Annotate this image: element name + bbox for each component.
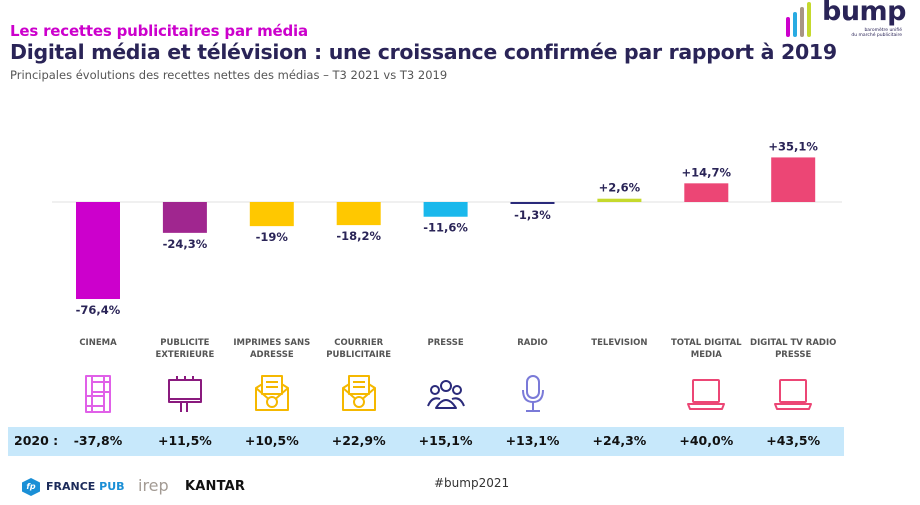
category-label: ADRESSE: [250, 350, 294, 360]
envelope-letter-icon: [337, 372, 381, 416]
comparison-row-label: 2020 :: [14, 433, 59, 448]
data-label: +2,6%: [599, 181, 641, 195]
bar: [423, 202, 468, 217]
laptop-icon: [684, 372, 728, 416]
category-label: IMPRIMES SANS: [233, 338, 310, 348]
data-label: -24,3%: [163, 237, 208, 251]
category-label: PRESSE: [427, 338, 463, 348]
data-label: +14,7%: [682, 165, 732, 179]
category-label: RADIO: [517, 338, 548, 348]
category-label: CINEMA: [79, 338, 117, 348]
category-label: COURRIER: [334, 338, 383, 348]
category-label: TOTAL DIGITAL: [671, 338, 742, 348]
category-label: MEDIA: [691, 350, 722, 360]
logo-tagline-line: baromètre unifié: [864, 28, 902, 33]
microphone-icon: [511, 372, 555, 416]
data-label: -1,3%: [514, 208, 551, 222]
comparison-value: +11,5%: [157, 433, 212, 448]
data-label: -19%: [256, 230, 289, 244]
france-pub-icon: fp: [22, 478, 40, 496]
logo-bar: [800, 7, 804, 37]
comparison-value: +24,3%: [592, 433, 647, 448]
kicker-heading: Les recettes publicitaires par média: [10, 22, 308, 40]
category-label: PUBLICITE: [160, 338, 209, 348]
comparison-value: +13,1%: [505, 433, 560, 448]
comparison-row-2020: 2020 : -37,8% +11,5% +10,5% +22,9% +15,1% +13…: [8, 427, 844, 456]
logo-bar: [807, 2, 811, 37]
category-label: PUBLICITAIRE: [326, 350, 391, 360]
logo-bar: [786, 17, 790, 37]
category-label: EXTERIEURE: [156, 350, 215, 360]
logo-wordmark: bump: [822, 0, 907, 27]
france-pub-word: FRANCE: [46, 480, 96, 493]
media-icons-row: [0, 372, 920, 422]
logo-bar: [793, 12, 797, 37]
billboard-icon: [163, 372, 207, 416]
bar: [336, 202, 381, 226]
category-label: TELEVISION: [591, 338, 647, 348]
irep-logo: irep: [138, 476, 169, 495]
france-pub-word-pub: PUB: [99, 480, 125, 493]
bump-logo: bump baromètre unifié du marché publicit…: [786, 0, 916, 41]
film-strip-icon: [76, 372, 120, 416]
bar: [771, 157, 816, 202]
page-title: Digital média et télévision : une croiss…: [10, 40, 837, 64]
category-label: DIGITAL TV RADIO: [750, 338, 836, 348]
comparison-value: +10,5%: [244, 433, 299, 448]
kantar-logo: KANTAR: [185, 479, 246, 494]
bar: [510, 202, 555, 204]
logo-tagline-line: du marché publicitaire: [851, 33, 902, 38]
data-label: -18,2%: [336, 229, 381, 243]
comparison-value: +22,9%: [331, 433, 386, 448]
comparison-value: -37,8%: [73, 433, 123, 448]
bar: [162, 202, 207, 233]
bar: [76, 202, 120, 300]
laptop-icon: [771, 372, 815, 416]
page-subtitle: Principales évolutions des recettes nett…: [10, 68, 448, 82]
logo-tagline: baromètre unifié du marché publicitaire: [832, 28, 902, 38]
bar: [249, 202, 294, 227]
data-label: +35,1%: [768, 139, 818, 153]
comparison-value: +43,5%: [766, 433, 821, 448]
bar-chart: -76,4% CINEMA -24,3% PUBLICITE EXTERIEURE -19…: [52, 139, 842, 360]
data-label: -11,6%: [423, 221, 468, 235]
bar: [684, 183, 729, 202]
people-group-icon: [424, 372, 468, 416]
category-label: PRESSE: [775, 350, 811, 360]
bar: [597, 198, 642, 202]
hashtag: #bump2021: [434, 476, 510, 490]
france-pub-logo: FRANCE PUB: [46, 480, 125, 493]
data-label: -76,4%: [76, 303, 121, 317]
comparison-value: +15,1%: [418, 433, 473, 448]
envelope-letter-icon: [250, 372, 294, 416]
comparison-value: +40,0%: [679, 433, 734, 448]
